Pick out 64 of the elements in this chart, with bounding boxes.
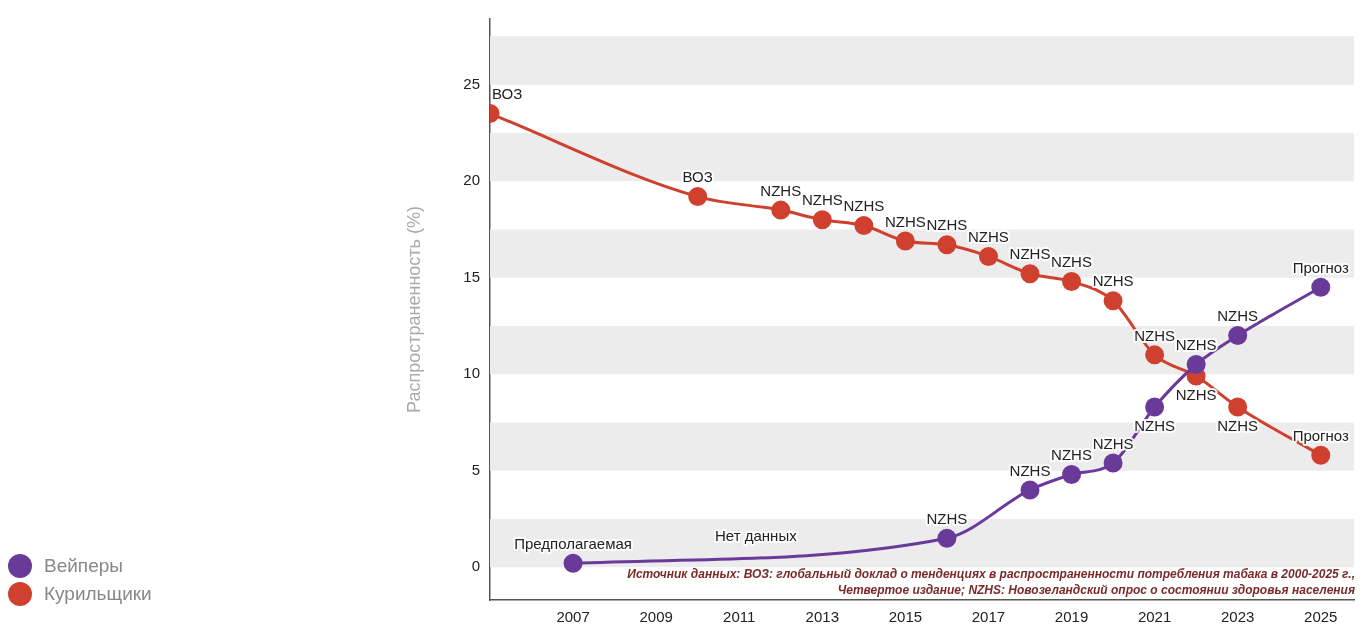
annotation: NZHS xyxy=(968,228,1009,246)
point xyxy=(1020,264,1040,284)
point xyxy=(563,553,583,573)
x-tick-label: 2017 xyxy=(971,608,1006,626)
legend-label: Курильщики xyxy=(44,583,152,605)
annotation: NZHS xyxy=(1175,336,1217,354)
point xyxy=(1311,445,1331,465)
annotation: NZHS xyxy=(760,181,802,199)
annotation: NZHS xyxy=(801,191,843,209)
annotation: NZHS xyxy=(1175,385,1217,403)
point xyxy=(1020,480,1040,500)
y-tick-label: 5 xyxy=(471,460,480,478)
x-tick-label: 2025 xyxy=(1304,608,1338,626)
x-tick-label: 2021 xyxy=(1137,608,1172,626)
x-tick-label: 2011 xyxy=(723,608,756,626)
annotation: NZHS xyxy=(843,197,885,215)
point xyxy=(1103,291,1123,311)
point xyxy=(854,216,874,236)
annotation: Нет данных xyxy=(715,527,798,545)
point xyxy=(1145,397,1165,417)
annotation: NZHS xyxy=(1051,253,1092,271)
annotation: NZHS xyxy=(1092,272,1134,290)
annotation: NZHS xyxy=(1009,245,1051,263)
point xyxy=(895,231,915,251)
annotation: NZHS xyxy=(926,216,968,234)
annotation: NZHS xyxy=(884,212,926,230)
point xyxy=(812,210,832,230)
annotation: Источник данных: ВОЗ: глобальный доклад о тенденциях в распространенности потребления табака в 2000-2025 г., Четвертое издание; NZHS: Новозеландский опрос о состоянии здоровья населения xyxy=(626,566,1355,598)
annotation: ВОЗ xyxy=(492,85,523,103)
y-tick-label: 25 xyxy=(463,74,480,92)
point xyxy=(1062,465,1082,485)
point xyxy=(937,235,957,255)
point xyxy=(937,528,957,548)
point xyxy=(1103,453,1123,473)
point xyxy=(1228,397,1248,417)
x-tick-label: 2023 xyxy=(1221,608,1255,626)
annotation: NZHS xyxy=(926,509,968,527)
annotation: Прогноз xyxy=(1292,426,1350,444)
y-axis-title: Распространенность (%) xyxy=(403,206,424,413)
legend-label: Вейперы xyxy=(44,555,123,577)
annotation: ВОЗ xyxy=(682,168,713,186)
point xyxy=(1062,272,1082,292)
y-tick-label: 0 xyxy=(471,557,480,575)
x-tick-label: 2015 xyxy=(888,608,923,626)
annotation: Предполагаемая xyxy=(514,534,632,552)
point xyxy=(1145,345,1165,365)
annotation: NZHS xyxy=(1009,461,1051,479)
annotation: NZHS xyxy=(1051,446,1092,464)
x-tick-label: 2007 xyxy=(556,608,590,626)
point xyxy=(1186,355,1206,375)
point xyxy=(771,200,791,220)
y-tick-label: 15 xyxy=(463,267,480,285)
annotation: Прогноз xyxy=(1292,258,1350,276)
y-tick-label: 20 xyxy=(463,171,480,189)
annotation: NZHS xyxy=(1217,416,1259,434)
annotation: NZHS xyxy=(1217,307,1259,325)
x-tick-label: 2009 xyxy=(639,608,673,626)
x-tick-label: 2013 xyxy=(805,608,839,626)
point xyxy=(688,187,708,207)
x-tick-label: 2019 xyxy=(1054,608,1089,626)
y-tick-label: 10 xyxy=(463,364,480,382)
point xyxy=(1228,326,1248,346)
point xyxy=(978,246,998,266)
point xyxy=(1311,277,1331,297)
